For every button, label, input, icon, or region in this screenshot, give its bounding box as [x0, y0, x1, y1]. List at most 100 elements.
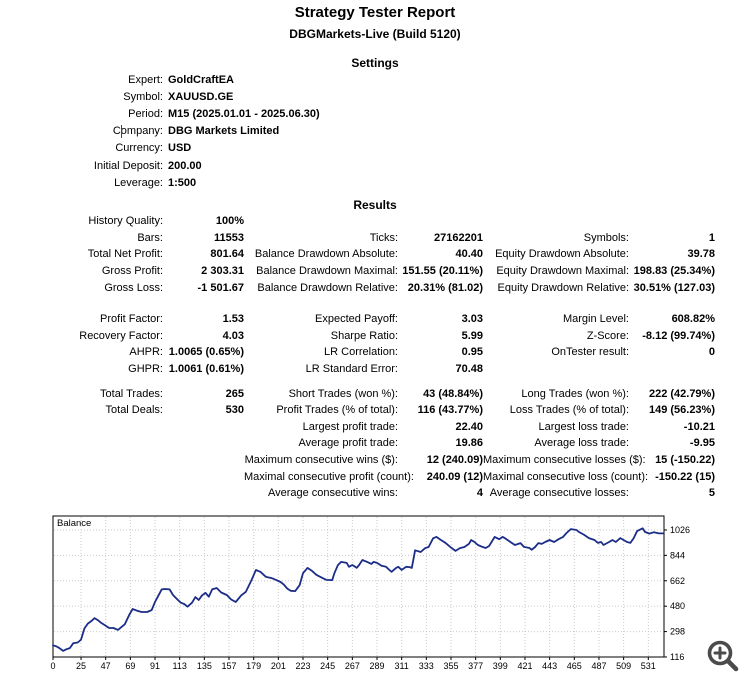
report-subtitle: DBGMarkets-Live (Build 5120): [289, 27, 461, 41]
settings-value: XAUUSD.GE: [168, 90, 234, 103]
x-tick-label: 179: [246, 661, 261, 671]
results-row: Average profit trade: 19.86 Average loss t…: [0, 435, 750, 452]
y-tick-label: 116: [670, 652, 684, 662]
result-label: Sharpe Ratio:: [330, 329, 398, 342]
result-value: 265: [225, 387, 244, 400]
settings-row: Company: DBG Markets Limited: [0, 123, 320, 140]
x-tick-label: 223: [295, 661, 310, 671]
y-tick-label: 662: [670, 576, 685, 586]
x-tick-label: 47: [101, 661, 111, 671]
result-label: AHPR:: [129, 346, 163, 359]
zoom-in-icon: [707, 640, 739, 672]
result-label: Maximal consecutive loss (count):: [483, 470, 649, 483]
settings-label: Leverage:: [114, 176, 163, 189]
results-row: Gross Profit: 2 303.31 Balance Drawdown Ma…: [0, 263, 750, 280]
result-label: Average consecutive losses:: [489, 487, 629, 500]
result-label: Recovery Factor:: [79, 329, 163, 342]
settings-label: Initial Deposit:: [93, 159, 163, 172]
result-value: 30.51% (127.03): [633, 281, 715, 294]
results-block: Total Trades: 265 Short Trades (won %): 43 …: [0, 385, 750, 501]
results-row: Recovery Factor: 4.03 Sharpe Ratio: 5.99 Z-S…: [0, 328, 750, 345]
x-tick-label: 399: [493, 661, 508, 671]
y-tick-label: 480: [670, 601, 685, 611]
result-value: 11553: [214, 231, 244, 244]
settings-value: 1:500: [168, 176, 197, 189]
results-table: History Quality: 100% Bars: 11553 Ticks: 2716…: [0, 213, 750, 502]
result-label: Profit Factor:: [100, 313, 163, 326]
settings-value: USD: [168, 142, 192, 155]
result-value: 530: [225, 404, 244, 417]
results-row: Total Net Profit: 801.64 Balance Drawdown …: [0, 246, 750, 263]
zoom-in-button[interactable]: [703, 636, 743, 676]
result-value: 1.53: [222, 313, 244, 326]
y-tick-label: 844: [670, 550, 685, 560]
result-label: Profit Trades (% of total):: [276, 404, 398, 417]
settings-value: GoldCraftEA: [168, 73, 234, 86]
result-label: Balance Drawdown Absolute:: [254, 248, 398, 261]
results-row: GHPR: 1.0061 (0.61%) LR Standard Error: 70.…: [0, 361, 750, 378]
result-label: Average consecutive wins:: [267, 487, 398, 500]
x-tick-label: 355: [443, 661, 458, 671]
result-value: 0.95: [461, 346, 483, 359]
result-value: 43 (48.84%): [423, 387, 483, 400]
result-label: Z-Score:: [586, 329, 629, 342]
x-tick-label: 443: [542, 661, 557, 671]
settings-label: Expert:: [128, 73, 163, 86]
result-label: LR Standard Error:: [305, 363, 398, 376]
result-label: OnTester result:: [551, 346, 629, 359]
result-value: -8.12 (99.74%): [642, 329, 715, 342]
result-value: -150.22 (15): [655, 470, 715, 483]
x-tick-label: 0: [50, 661, 55, 671]
result-label: GHPR:: [128, 363, 163, 376]
settings-row: Currency: USD: [0, 140, 320, 157]
result-value: 1: [708, 231, 715, 244]
result-label: Ticks:: [369, 231, 398, 244]
results-row: Gross Loss: -1 501.67 Balance Drawdown Rel…: [0, 279, 750, 296]
settings-row: Initial Deposit: 200.00: [0, 157, 320, 174]
result-value: 0: [708, 346, 715, 359]
result-label: Symbols:: [583, 231, 629, 244]
settings-row: Symbol: XAUUSD.GE: [0, 88, 320, 105]
result-value: 198.83 (25.34%): [633, 265, 715, 278]
results-row: Bars: 11553 Ticks: 27162201 Symbols: 1: [0, 230, 750, 247]
result-value: 39.78: [687, 248, 715, 261]
result-value: 801.64: [210, 248, 244, 261]
result-value: 27162201: [434, 231, 483, 244]
result-label: Margin Level:: [562, 313, 629, 326]
x-tick-label: 509: [616, 661, 631, 671]
settings-value: M15 (2025.01.01 - 2025.06.30): [168, 107, 320, 120]
result-value: 151.55 (20.11%): [402, 265, 483, 278]
result-value: 15 (-150.22): [655, 454, 715, 467]
settings-row: Expert: GoldCraftEA: [0, 71, 320, 88]
settings-value: DBG Markets Limited: [168, 125, 280, 138]
result-value: 5.99: [461, 329, 483, 342]
result-label: Balance Drawdown Maximal:: [256, 265, 398, 278]
result-value: -1 501.67: [197, 281, 244, 294]
balance-line: [52, 527, 664, 652]
y-tick-label: 1026: [670, 525, 690, 535]
settings-label: Period:: [128, 107, 163, 120]
x-tick-label: 531: [641, 661, 656, 671]
x-tick-label: 289: [369, 661, 384, 671]
results-block: History Quality: 100% Bars: 11553 Ticks: 2716…: [0, 213, 750, 296]
result-value: 149 (56.23%): [648, 404, 715, 417]
result-label: Maximum consecutive wins ($):: [244, 454, 398, 467]
x-tick-label: 267: [345, 661, 360, 671]
text-caret: [121, 125, 122, 138]
x-tick-label: 201: [271, 661, 286, 671]
result-label: Expected Payoff:: [315, 313, 398, 326]
result-label: Total Deals:: [105, 404, 163, 417]
result-value: -9.95: [689, 437, 715, 450]
result-label: Largest loss trade:: [538, 420, 630, 433]
result-label: Short Trades (won %):: [288, 387, 398, 400]
settings-row: Leverage: 1:500: [0, 174, 320, 191]
result-value: 19.86: [455, 437, 483, 450]
results-block: Profit Factor: 1.53 Expected Payoff: 3.03 Ma…: [0, 311, 750, 377]
x-tick-label: 135: [197, 661, 212, 671]
result-value: 1.0065 (0.65%): [168, 346, 244, 359]
result-value: 240.09 (12): [426, 470, 483, 483]
result-value: 5: [708, 487, 715, 500]
results-heading: Results: [353, 198, 397, 212]
result-value: 1.0061 (0.61%): [168, 363, 244, 376]
result-label: Total Net Profit:: [87, 248, 163, 261]
